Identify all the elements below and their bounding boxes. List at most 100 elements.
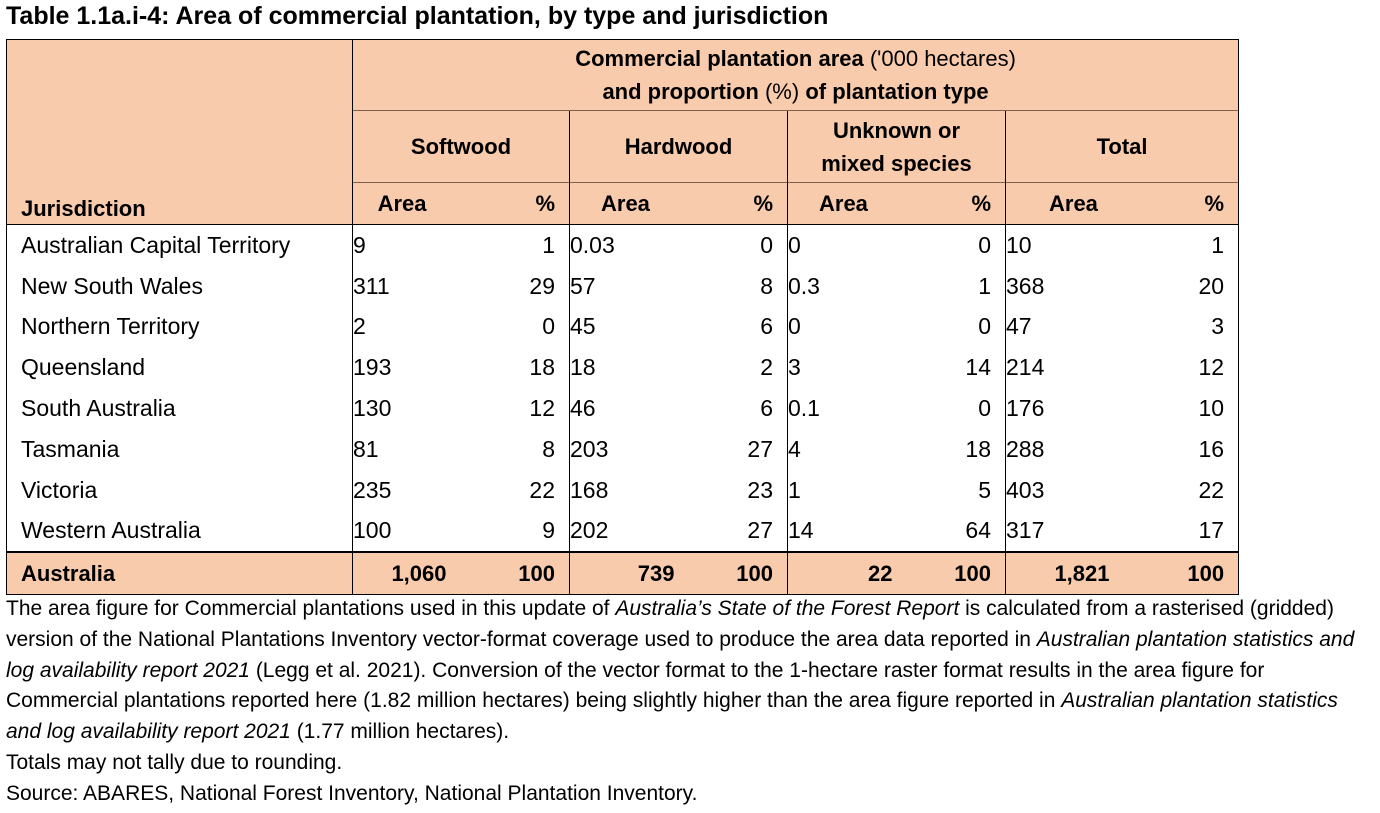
area-cell: 1 <box>787 469 897 511</box>
area-cell: 9 <box>352 223 461 266</box>
jurisdiction-header: Jurisdiction <box>6 39 353 225</box>
area-cell: 176 <box>1005 388 1122 429</box>
note-text-italic: Australian plantation statistics and log… <box>6 627 1355 682</box>
area-cell: 10 <box>1005 223 1122 266</box>
area-cell: 14 <box>787 510 897 553</box>
note-paragraph: The area figure for Commercial plantatio… <box>6 594 1378 748</box>
pct-cell: 18 <box>965 435 991 462</box>
pct-header: % <box>1121 182 1240 225</box>
area-cell: 214 <box>1005 347 1122 389</box>
area-cell: 130 <box>352 388 461 429</box>
area-cell: 0.1 <box>787 388 897 429</box>
area-cell: 18 <box>569 347 679 389</box>
area-cell: 100 <box>352 510 461 553</box>
note-text: (1.77 million hectares). <box>290 720 510 744</box>
area-cell: 202 <box>569 510 679 553</box>
pct-cell: 22 <box>529 476 555 503</box>
row-label: Western Australia <box>6 510 353 553</box>
pct-cell: 18 <box>529 354 555 381</box>
table-body: Australian Capital Territory 9 1 0.03 0 0 0 10 1… <box>6 223 1240 553</box>
pct-cell: 6 <box>760 313 773 340</box>
note-text-italic: Australia’s State of the Forest Report <box>615 597 960 620</box>
row-label: Tasmania <box>6 428 353 470</box>
table-row: Northern Territory 2 0 45 6 0 0 47 3 <box>6 306 1240 348</box>
row-label: New South Wales <box>6 265 353 307</box>
plantation-table: Jurisdiction Commercial plantation area … <box>6 39 1240 596</box>
area-cell: 46 <box>569 388 679 429</box>
area-cell: 168 <box>569 469 679 511</box>
pct-cell: 0 <box>978 395 991 422</box>
pct-cell: 23 <box>747 476 773 503</box>
area-cell: 288 <box>1005 428 1122 470</box>
table-row: Australian Capital Territory 9 1 0.03 0 0 0 10 1 <box>6 223 1240 266</box>
group-title-part: of plantation type <box>805 79 989 104</box>
pct-cell: 10 <box>1121 388 1240 429</box>
cell-value: 1,060 <box>352 551 461 596</box>
cell-value: 22 <box>787 551 897 596</box>
table-row: South Australia 130 12 46 6 0.1 0 176 10 <box>6 388 1240 429</box>
area-cell: 57 <box>569 265 679 307</box>
area-header: Area <box>1005 182 1122 225</box>
pct-cell: 14 <box>965 354 991 381</box>
area-cell: 403 <box>1005 469 1122 511</box>
table-row: Victoria 235 22 168 23 1 5 403 22 <box>6 469 1240 511</box>
pct-cell: 17 <box>1121 510 1240 553</box>
row-label: Victoria <box>6 469 353 511</box>
cell-value: 1,821 <box>1005 551 1122 596</box>
area-header: Area <box>787 182 897 225</box>
pct-cell: 12 <box>529 395 555 422</box>
area-cell: 45 <box>569 306 679 348</box>
note-text-italic: Australian plantation statistics and log… <box>6 689 1338 744</box>
total-row: Australia 1,060 100 739 100 22 100 1,821… <box>6 551 1240 596</box>
pct-cell: 27 <box>747 435 773 462</box>
table-row: Western Australia 100 9 202 27 14 64 317 17 <box>6 510 1240 553</box>
pct-cell: 0 <box>678 223 788 266</box>
type-header-softwood: Softwood <box>352 110 570 183</box>
group-header: Commercial plantation area ('000 hectare… <box>351 39 1240 111</box>
area-cell: 317 <box>1005 510 1122 553</box>
area-cell: 203 <box>569 428 679 470</box>
area-cell: 3 <box>787 347 897 389</box>
table-row: New South Wales 311 29 57 8 0.3 1 368 20 <box>6 265 1240 307</box>
group-title-part: ('000 hectares) <box>863 46 1016 71</box>
cell-value: 739 <box>569 551 679 596</box>
pct-cell: 16 <box>1121 428 1240 470</box>
pct-cell: 1 <box>1121 223 1240 266</box>
pct-cell: 0 <box>978 313 991 340</box>
pct-header: % <box>678 182 788 225</box>
area-cell: 368 <box>1005 265 1122 307</box>
type-header-total: Total <box>1004 110 1240 183</box>
note-text: The area figure for Commercial plantatio… <box>6 597 616 620</box>
pct-cell: 27 <box>747 517 773 544</box>
pct-cell: 0 <box>542 313 555 340</box>
cell-value: 100 <box>896 551 1006 596</box>
area-cell: 81 <box>352 428 461 470</box>
row-label: Australia <box>6 551 353 596</box>
rounding-note: Totals may not tally due to rounding. <box>6 750 343 774</box>
pct-cell: 0 <box>896 223 1006 266</box>
pct-cell: 8 <box>542 435 555 462</box>
note-text: (Legg et al. 2021). Conversion of the ve… <box>6 658 1265 713</box>
area-header: Area <box>352 182 461 225</box>
pct-cell: 5 <box>978 476 991 503</box>
type-header-hardwood: Hardwood <box>569 110 788 183</box>
note-text: is calculated from a rasterised (gridded… <box>6 597 1334 651</box>
pct-cell: 29 <box>529 272 555 299</box>
area-cell: 47 <box>1005 306 1122 348</box>
table-row: Queensland 193 18 18 2 3 14 214 12 <box>6 347 1240 389</box>
area-cell: 0.3 <box>787 265 897 307</box>
group-title-part: and proportion <box>602 79 759 104</box>
table-total: Australia 1,060 100 739 100 22 100 1,821… <box>6 551 1240 596</box>
row-label: Northern Territory <box>6 306 353 348</box>
area-cell: 0 <box>787 223 897 266</box>
area-cell: 311 <box>352 265 461 307</box>
area-cell: 193 <box>352 347 461 389</box>
table-title: Table 1.1a.i-4: Area of commercial plant… <box>6 2 829 30</box>
row-label: South Australia <box>6 388 353 429</box>
row-label: Australian Capital Territory <box>6 223 353 266</box>
pct-cell: 9 <box>542 517 555 544</box>
pct-cell: 1 <box>978 272 991 299</box>
table-header: Jurisdiction Commercial plantation area … <box>6 39 1240 225</box>
area-cell: 4 <box>787 428 897 470</box>
cell-value: 100 <box>678 551 788 596</box>
